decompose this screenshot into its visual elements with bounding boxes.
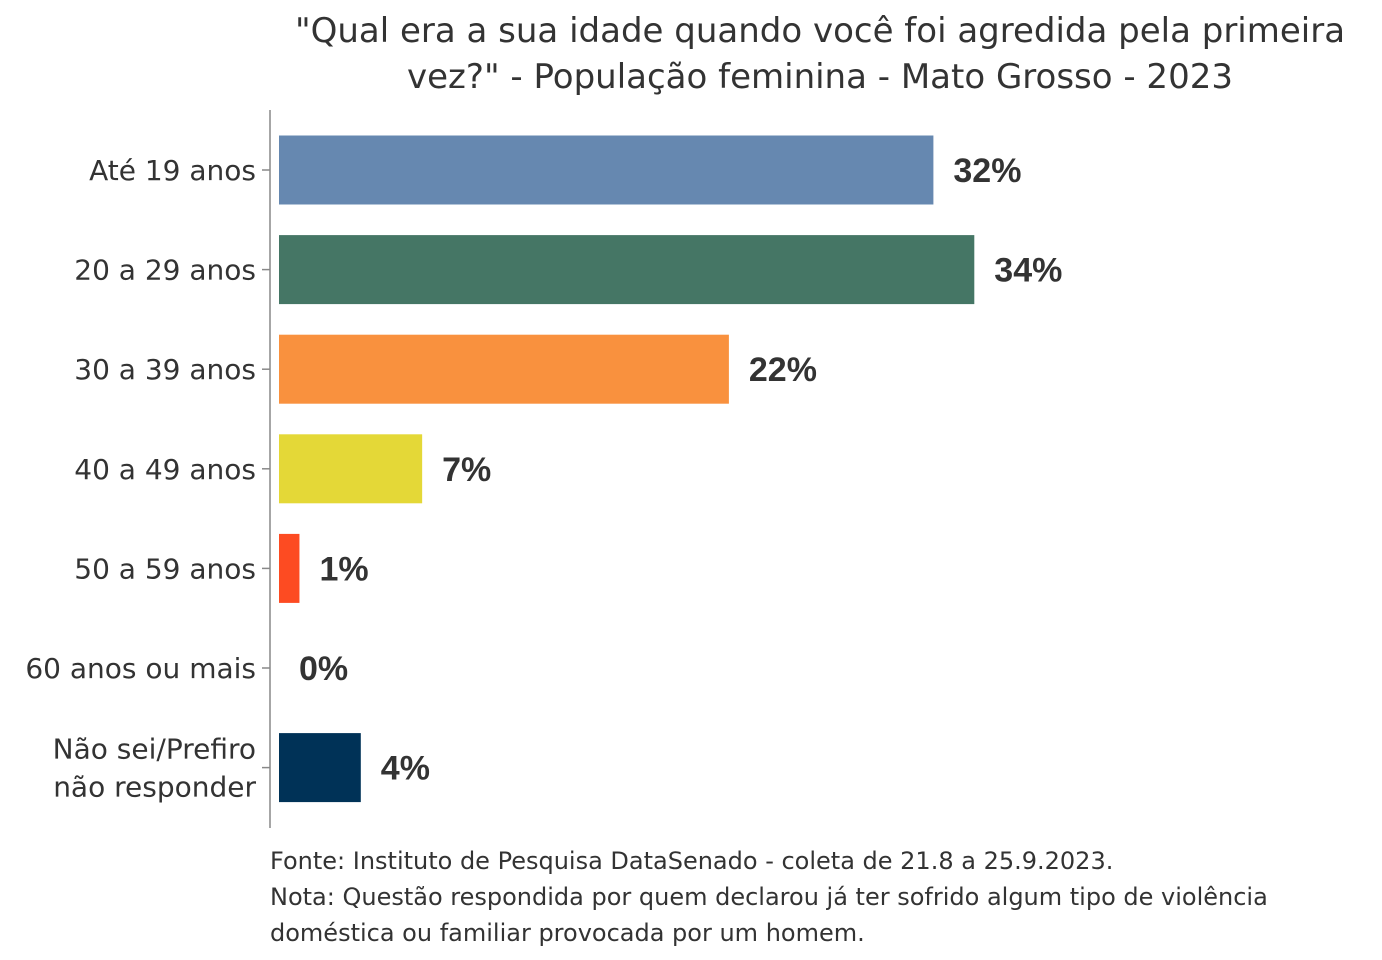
- chart-title: "Qual era a sua idade quando você foi ag…: [270, 8, 1370, 100]
- chart-title-line-1: "Qual era a sua idade quando você foi ag…: [294, 11, 1346, 51]
- chart-title-line-2: vez?" - População feminina - Mato Grosso…: [407, 57, 1233, 97]
- value-label: 34%: [994, 252, 1062, 290]
- value-label: 32%: [953, 152, 1021, 190]
- category-label: Não sei/Prefiro não responder: [53, 733, 257, 804]
- value-label: 4%: [381, 750, 430, 788]
- chart-footer: Fonte: Instituto de Pesquisa DataSenado …: [270, 843, 1370, 951]
- category-label: 30 a 39 anos: [74, 353, 256, 386]
- category-label: 60 anos ou mais: [25, 652, 256, 685]
- bar: [279, 334, 729, 404]
- value-label: 0%: [299, 650, 348, 688]
- bar: [279, 434, 423, 504]
- category-label: 40 a 49 anos: [74, 453, 256, 486]
- value-label: 22%: [749, 351, 817, 389]
- bar: [279, 235, 975, 305]
- source-note: Fonte: Instituto de Pesquisa DataSenado …: [270, 847, 1114, 875]
- bar: [279, 733, 361, 803]
- note-line-2: doméstica ou familiar provocada por um h…: [270, 919, 865, 947]
- category-label: 50 a 59 anos: [74, 552, 256, 585]
- category-label: Até 19 anos: [89, 154, 256, 187]
- value-label: 1%: [319, 550, 368, 588]
- category-label: 20 a 29 anos: [74, 254, 256, 287]
- bar: [279, 135, 934, 205]
- bar: [279, 533, 300, 603]
- note-line-1: Nota: Questão respondida por quem declar…: [270, 883, 1268, 911]
- value-label: 7%: [442, 451, 491, 489]
